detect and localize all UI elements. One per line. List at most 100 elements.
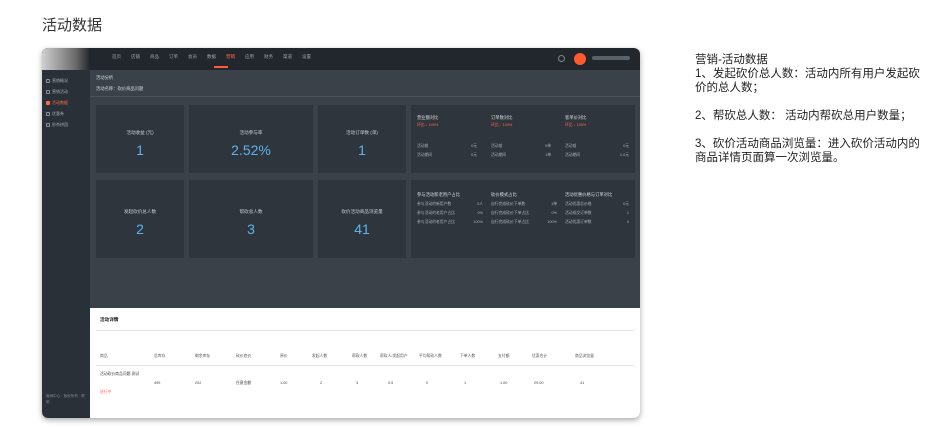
metric-card-bargain-initiators: 发起砍价总人数 2 <box>96 180 184 258</box>
compare-row-value: 0元 <box>623 144 629 148</box>
compare-row-value: 0单 <box>545 144 551 148</box>
table-cell: 202 <box>195 381 202 385</box>
nav-item-members[interactable]: 会员 <box>188 54 197 59</box>
compare-row-label: 参与活动的新用户数 <box>417 202 452 206</box>
table-cell: 3 <box>356 381 359 385</box>
sidebar-item-campaigns[interactable]: 营销活动 <box>46 89 68 95</box>
notification-icon[interactable] <box>558 55 565 62</box>
sidebar-item-label: 营销概况 <box>52 78 68 83</box>
breadcrumb: 活动分析 <box>96 75 114 80</box>
compare-row-label: 活动优惠总价格 <box>565 202 592 206</box>
user-name-blurred[interactable] <box>592 56 630 60</box>
table-cell: 1.00 <box>280 381 288 385</box>
note-item: 3、砍价活动商品浏览量：进入砍价活动内的商品详情页面算一次浏览量。 <box>695 138 920 164</box>
metric-value: 2 <box>136 221 144 237</box>
top-bar: 首页 店铺 商品 订单 会员 数据 营销 应用 财务 渠道 设置 <box>42 48 640 70</box>
nav-item-home[interactable]: 首页 <box>112 54 121 59</box>
compare-row-value: 0% <box>477 211 484 215</box>
nav-item-finance[interactable]: 财务 <box>264 54 273 59</box>
compare-row-label: 参与活动的老用户占比 <box>417 211 455 215</box>
compare-row-value: 1 <box>626 211 629 215</box>
note-item: 1、发起砍价总人数：活动内所有用户发起砍价的总人数； <box>695 68 920 94</box>
metric-label: 发起砍价总人数 <box>123 209 157 214</box>
compare-row-value: 0元 <box>623 202 629 206</box>
overview-icon <box>46 79 50 83</box>
flash-icon <box>46 123 50 127</box>
sidebar-item-flash-sale[interactable]: 秒杀拼团 <box>46 122 68 128</box>
column-header: 商品 <box>100 354 108 358</box>
divider <box>96 365 634 366</box>
sidebar-footer: 营销中心 · 版权所有 · 帮助 <box>46 394 85 404</box>
table-cell: 29.00 <box>534 381 544 385</box>
metric-label: 帮砍总人数 <box>239 209 263 214</box>
main-content: 活动分析 活动名称：砍价商品问题 活动收益 (元) 1 活动参与率 2.52% … <box>90 70 640 418</box>
column-header: 剩余库存 <box>195 354 211 358</box>
column-header: 原价 <box>280 354 288 358</box>
compare-row-label: 自行完成砍价下单占比 <box>491 220 529 224</box>
nav-item-orders[interactable]: 订单 <box>169 54 178 59</box>
compare-row-value: 1单 <box>551 202 557 206</box>
compare-title: 砍价模式占比 <box>491 192 517 197</box>
annotation-notes: 营销-活动数据 1、发起砍价总人数：活动内所有用户发起砍价的总人数； 2、帮砍总… <box>695 53 923 165</box>
compare-row-value: 1.0元 <box>619 153 629 157</box>
column-header: 帮砍人数 <box>352 354 368 358</box>
table-cell: 任意金额 <box>236 381 252 385</box>
chart-icon <box>46 101 50 105</box>
metric-card-product-views: 砍价活动商品浏览量 41 <box>318 180 406 258</box>
compare-change: 环比 ↓ 100% <box>565 123 587 127</box>
compare-panel-row2: 参与活动新老用户占比 参与活动的新用户数 0人 参与活动的老用户占比 0% 参与… <box>411 180 635 258</box>
sidebar-item-overview[interactable]: 营销概况 <box>46 78 68 84</box>
compare-row-label: 自行完成砍价下单数 <box>491 202 526 206</box>
nav-item-channels[interactable]: 渠道 <box>283 54 292 59</box>
compare-row-label: 活动优惠订单数 <box>565 220 592 224</box>
compare-row-value: 100% <box>473 220 483 224</box>
app-screenshot: 首页 店铺 商品 订单 会员 数据 营销 应用 财务 渠道 设置 营销概况 营销… <box>42 48 640 418</box>
metric-value: 1 <box>358 142 366 158</box>
table-cell: 2 <box>320 381 323 385</box>
sidebar-item-activity-data[interactable]: 活动数据 <box>46 100 68 106</box>
table-cell: 0 <box>426 381 429 385</box>
table-cell: 1.00 <box>500 381 508 385</box>
table-cell: 499 <box>154 381 161 385</box>
compare-row-label: 活动成交订单数 <box>565 211 592 215</box>
product-name[interactable]: 活动砍价商品问题-测试 <box>100 372 140 376</box>
table-cell: 41 <box>580 381 585 385</box>
campaign-icon <box>46 90 50 94</box>
compare-row-label: 活动前 <box>491 144 503 148</box>
sidebar-item-label: 优惠券 <box>52 111 64 116</box>
compare-title: 订单数对比 <box>491 115 513 120</box>
nav-item-data[interactable]: 数据 <box>207 54 216 59</box>
metric-card-orders: 活动订单数 (单) 1 <box>318 105 406 173</box>
coupon-icon <box>46 112 50 116</box>
metric-label: 活动订单数 (单) <box>346 130 378 135</box>
metric-card-helpers: 帮砍总人数 3 <box>189 180 313 258</box>
nav-item-settings[interactable]: 设置 <box>302 54 311 59</box>
metric-label: 砍价活动商品浏览量 <box>341 209 383 214</box>
compare-row-value: 1单 <box>545 153 551 157</box>
activity-subtitle: 活动名称：砍价商品问题 <box>96 86 144 91</box>
compare-row-label: 参与活动的老用户占比 <box>417 220 455 224</box>
nav-item-products[interactable]: 商品 <box>150 54 159 59</box>
table-title: 活动详情 <box>100 317 119 322</box>
top-nav: 首页 店铺 商品 订单 会员 数据 营销 应用 财务 渠道 设置 <box>112 53 311 61</box>
metric-value: 41 <box>354 221 370 237</box>
activity-details-table: 活动详情 商品 总库存 剩余库存 砍价底价 原价 发起人数 帮砍人数 帮砍人/发… <box>90 308 640 418</box>
compare-title: 活动优惠价格与订单对比 <box>565 192 613 197</box>
column-header: 商品浏览量 <box>575 354 594 358</box>
nav-item-marketing[interactable]: 营销 <box>226 54 235 59</box>
nav-item-apps[interactable]: 应用 <box>245 54 254 59</box>
metric-value: 2.52% <box>231 142 271 158</box>
nav-item-store[interactable]: 店铺 <box>131 54 140 59</box>
compare-row-label: 活动前 <box>417 144 429 148</box>
compare-row-value: 0元 <box>471 144 477 148</box>
app-logo <box>42 48 90 70</box>
note-item: 2、帮砍总人数： 活动内帮砍总用户数量； <box>695 110 912 122</box>
sidebar-item-coupons[interactable]: 优惠券 <box>46 111 64 117</box>
compare-row-label: 活动期间 <box>565 153 581 157</box>
user-avatar[interactable] <box>574 53 586 65</box>
compare-change: 环比 ↓ 100% <box>491 123 513 127</box>
column-header: 优惠合计 <box>532 354 548 358</box>
column-header: 支付额 <box>498 354 510 358</box>
compare-title: 营业额对比 <box>417 115 439 120</box>
metric-label: 活动收益 (元) <box>126 130 154 135</box>
